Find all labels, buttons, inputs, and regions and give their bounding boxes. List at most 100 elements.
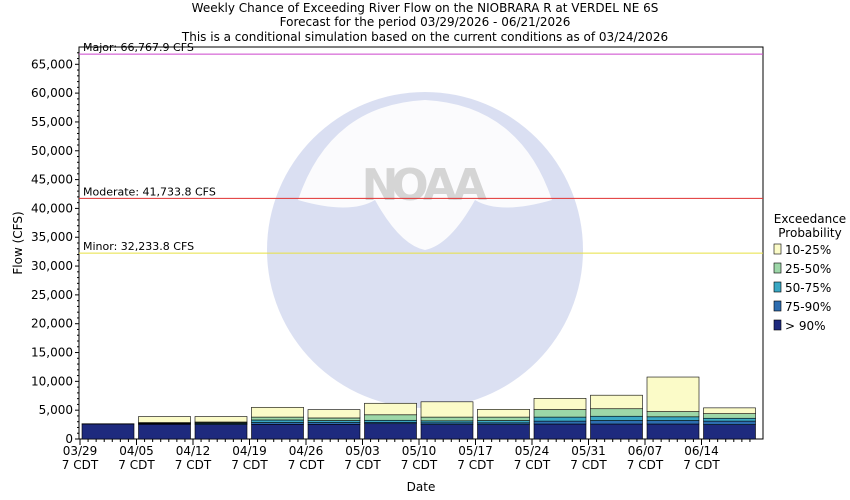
legend: Exceedance Probability 10-25% 25-50% 50-75… xyxy=(773,212,846,333)
bar-segment xyxy=(477,416,530,421)
x-tick-label: 05/03 xyxy=(345,444,380,458)
x-tick-sublabel: 7 CDT xyxy=(118,458,155,472)
bar-segment xyxy=(533,423,587,440)
bar-segment xyxy=(307,417,361,421)
bar-segment xyxy=(646,416,700,421)
x-tick-sublabel: 7 CDT xyxy=(570,458,607,472)
x-tick-sublabel: 7 CDT xyxy=(231,458,268,472)
y-tick-label: 15,000 xyxy=(31,346,73,360)
y-tick-label: 20,000 xyxy=(31,317,73,331)
legend-label: > 90% xyxy=(785,319,826,333)
bar-segment xyxy=(420,401,474,418)
bar-segment xyxy=(703,417,756,422)
x-tick-label: 03/29 xyxy=(63,444,98,458)
bar-segment xyxy=(703,420,756,425)
bar-segment xyxy=(194,416,248,423)
bar-segment xyxy=(307,420,361,423)
threshold-label: Minor: 32,233.8 CFS xyxy=(83,240,194,253)
bar-segment xyxy=(646,411,700,418)
legend-title-line-1: Exceedance xyxy=(774,212,846,226)
bar-segment xyxy=(533,398,587,410)
bar-segment xyxy=(251,423,304,440)
x-tick-label: 04/12 xyxy=(176,444,211,458)
bar-segment xyxy=(364,414,417,421)
noaa-letter: A xyxy=(423,160,457,211)
chart-title-line-3: This is a conditional simulation based o… xyxy=(181,30,668,44)
x-tick-sublabel: 7 CDT xyxy=(288,458,325,472)
legend-swatch xyxy=(773,300,782,312)
legend-title-line-2: Probability xyxy=(778,226,841,240)
y-tick-label: 25,000 xyxy=(31,288,73,302)
noaa-letter: N xyxy=(362,160,399,211)
x-tick-label: 06/07 xyxy=(628,444,663,458)
x-tick-label: 05/17 xyxy=(458,444,493,458)
bar-segment xyxy=(251,416,304,421)
legend-label: 75-90% xyxy=(785,300,831,314)
x-tick-sublabel: 7 CDT xyxy=(514,458,551,472)
bar-segment xyxy=(307,409,361,419)
bar-segment xyxy=(646,420,700,425)
x-tick-sublabel: 7 CDT xyxy=(683,458,720,472)
bar-segment xyxy=(420,416,474,422)
x-tick-sublabel: 7 CDT xyxy=(175,458,212,472)
bar-segment xyxy=(477,420,530,424)
bar-segment xyxy=(138,416,191,423)
noaa-letter: A xyxy=(453,160,487,211)
flood-thresholds: Major: 66,767.9 CFS Moderate: 41,733.8 CF… xyxy=(79,41,763,254)
bar-segment xyxy=(646,423,700,440)
y-tick-label: 30,000 xyxy=(31,259,73,273)
bar-segment xyxy=(364,423,417,440)
bar-segment xyxy=(590,420,643,425)
x-tick-sublabel: 7 CDT xyxy=(62,458,99,472)
y-tick-label: 60,000 xyxy=(31,86,73,100)
bar-segment xyxy=(703,413,756,419)
x-tick-label: 04/05 xyxy=(119,444,154,458)
bar-segment xyxy=(703,407,756,414)
bar-segment xyxy=(590,394,643,410)
bar-segment xyxy=(477,409,530,418)
plot-area xyxy=(78,46,764,440)
legend-items: 10-25% 25-50% 50-75% 75-90% > 90% xyxy=(773,243,831,333)
bar-segment xyxy=(81,423,135,440)
bar-segment xyxy=(646,376,700,412)
bar-segment xyxy=(307,423,361,440)
x-tick-label: 05/10 xyxy=(402,444,437,458)
y-axis-label: Flow (CFS) xyxy=(11,211,25,274)
legend-swatch xyxy=(773,281,782,293)
x-tick-label: 04/19 xyxy=(232,444,267,458)
legend-label: 25-50% xyxy=(785,262,831,276)
x-tick-label: 06/14 xyxy=(684,444,719,458)
chart-title-line-1: Weekly Chance of Exceeding River Flow on… xyxy=(192,1,659,15)
legend-label: 10-25% xyxy=(785,243,831,257)
y-tick-label: 45,000 xyxy=(31,173,73,187)
bar-segment xyxy=(364,402,417,416)
x-tick-sublabel: 7 CDT xyxy=(457,458,494,472)
bar-segment xyxy=(420,420,474,424)
y-tick-label: 40,000 xyxy=(31,201,73,215)
y-tick-label: 65,000 xyxy=(31,57,73,71)
x-tick-label: 04/26 xyxy=(289,444,324,458)
bar-segment xyxy=(533,409,587,418)
y-tick-label: 55,000 xyxy=(31,115,73,129)
y-tick-label: 0 xyxy=(65,432,73,446)
y-axis: 0 5,000 10,000 15,000 20,000 25,000 30,000 35,0… xyxy=(31,52,79,446)
bar-segment xyxy=(251,419,304,423)
bar-segment xyxy=(590,415,643,421)
y-tick-label: 5,000 xyxy=(39,403,73,417)
bar-segment xyxy=(477,424,530,440)
chart-title: Weekly Chance of Exceeding River Flow on… xyxy=(181,1,668,44)
bar-segment xyxy=(590,408,643,417)
legend-swatch xyxy=(773,319,782,331)
threshold-label: Major: 66,767.9 CFS xyxy=(83,41,194,54)
y-tick-label: 10,000 xyxy=(31,374,73,388)
bar-segment xyxy=(364,419,417,423)
bar-segment xyxy=(590,423,643,440)
noaa-letter: O xyxy=(391,160,428,211)
bar-segment xyxy=(420,424,474,440)
bar-segment xyxy=(533,416,587,422)
legend-swatch xyxy=(773,243,782,255)
x-tick-sublabel: 7 CDT xyxy=(627,458,664,472)
